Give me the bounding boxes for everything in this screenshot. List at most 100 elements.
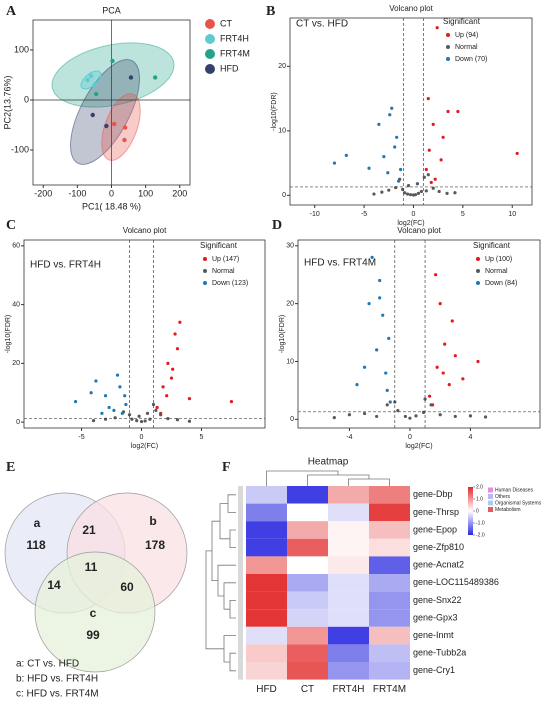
- y-axis-label: PC2(13.76%): [2, 75, 12, 129]
- point: [395, 135, 399, 139]
- point: [441, 371, 445, 375]
- point: [127, 413, 132, 417]
- point: [437, 189, 441, 194]
- colorbar-label: 1.0: [476, 496, 483, 502]
- chart-title: Heatmap: [308, 457, 349, 468]
- chart-title: PCA: [102, 5, 121, 15]
- point: [152, 75, 158, 80]
- point: [385, 388, 389, 392]
- point: [122, 137, 127, 143]
- point: [377, 122, 381, 126]
- venn-count: 21: [82, 523, 96, 537]
- y-tick-label: 60: [12, 243, 20, 250]
- x-tick-label: 100: [138, 188, 153, 198]
- heatmap-cell: [287, 486, 328, 504]
- heatmap-cell: [369, 591, 410, 610]
- column-label: FRT4M: [373, 684, 406, 695]
- x-tick-label: 200: [172, 188, 187, 198]
- point: [419, 189, 423, 194]
- chart-title: Volcano plot: [389, 4, 433, 13]
- legend-label: Normal: [485, 268, 508, 275]
- subtitle: HFD vs. FRT4H: [30, 260, 101, 271]
- point: [427, 148, 431, 152]
- point: [387, 188, 391, 192]
- legend-label: Normal: [455, 44, 478, 51]
- legend-swatch: [488, 507, 493, 512]
- point: [118, 385, 122, 389]
- venn-count: 11: [85, 560, 98, 574]
- point: [413, 193, 418, 197]
- point: [73, 399, 78, 404]
- panel-letter: E: [6, 460, 15, 475]
- point: [161, 385, 165, 389]
- point: [515, 151, 519, 156]
- x-tick-label: -100: [68, 188, 86, 198]
- row-label: gene-Zfp810: [413, 542, 464, 552]
- point: [424, 167, 428, 172]
- x-tick-label: -5: [361, 211, 367, 218]
- point: [137, 414, 141, 418]
- point: [435, 365, 439, 369]
- point: [171, 367, 175, 371]
- y-tick-label: 0: [282, 192, 286, 199]
- legend-label: CT: [220, 18, 232, 28]
- y-tick-label: 0: [290, 416, 294, 423]
- point: [450, 319, 454, 323]
- point: [378, 278, 382, 283]
- colorbar-label: -2.0: [476, 532, 485, 538]
- colorbar: [468, 487, 473, 535]
- legend-title: Significant: [200, 241, 238, 250]
- x-axis-label: PC1( 18.48 %): [82, 201, 141, 211]
- heatmap-cell: [328, 591, 369, 610]
- x-tick-label: 0: [412, 211, 416, 218]
- venn-legend: a: CT vs. HFD: [16, 659, 79, 670]
- point: [378, 296, 382, 300]
- point: [120, 411, 124, 415]
- dendrogram: [205, 470, 390, 672]
- point: [91, 419, 96, 423]
- legend-label: Down (84): [485, 280, 517, 287]
- point: [453, 414, 457, 419]
- point: [408, 193, 413, 197]
- point: [107, 405, 111, 410]
- legend-swatch: [488, 494, 493, 499]
- point: [187, 419, 192, 423]
- point: [362, 365, 367, 369]
- point: [332, 415, 336, 420]
- heatmap-cell: [328, 521, 369, 539]
- ellipse: [51, 42, 175, 108]
- point: [461, 377, 465, 381]
- heatmap-cell: [369, 503, 410, 522]
- heatmap-cell: [287, 574, 328, 592]
- row-label: gene-Thrsp: [413, 507, 459, 517]
- point: [468, 414, 473, 418]
- venn-count: 99: [86, 628, 100, 642]
- point: [382, 155, 386, 159]
- point: [447, 383, 451, 387]
- legend-marker: [205, 19, 215, 29]
- point: [438, 302, 442, 306]
- legend-title: Significant: [443, 17, 481, 26]
- y-tick-label: 20: [286, 300, 294, 307]
- point: [434, 273, 438, 277]
- x-tick-label: 0: [140, 434, 144, 441]
- heatmap-cell: [328, 662, 369, 680]
- point: [476, 359, 480, 364]
- point: [187, 397, 192, 401]
- x-tick-label: 5: [199, 434, 203, 441]
- legend-label: Human Diseases: [495, 487, 534, 493]
- point: [439, 158, 443, 162]
- y-tick-label: 10: [278, 128, 286, 135]
- row-label: gene-Acnat2: [413, 560, 464, 570]
- panel-letter: F: [222, 460, 231, 475]
- heatmap-cell: [246, 644, 287, 662]
- heatmap-cell: [246, 521, 287, 539]
- point: [165, 394, 169, 398]
- point: [362, 411, 367, 416]
- point: [85, 77, 90, 83]
- legend-swatch: [488, 500, 493, 506]
- point: [390, 106, 394, 110]
- point: [370, 255, 374, 259]
- row-dendrogram: [205, 494, 236, 672]
